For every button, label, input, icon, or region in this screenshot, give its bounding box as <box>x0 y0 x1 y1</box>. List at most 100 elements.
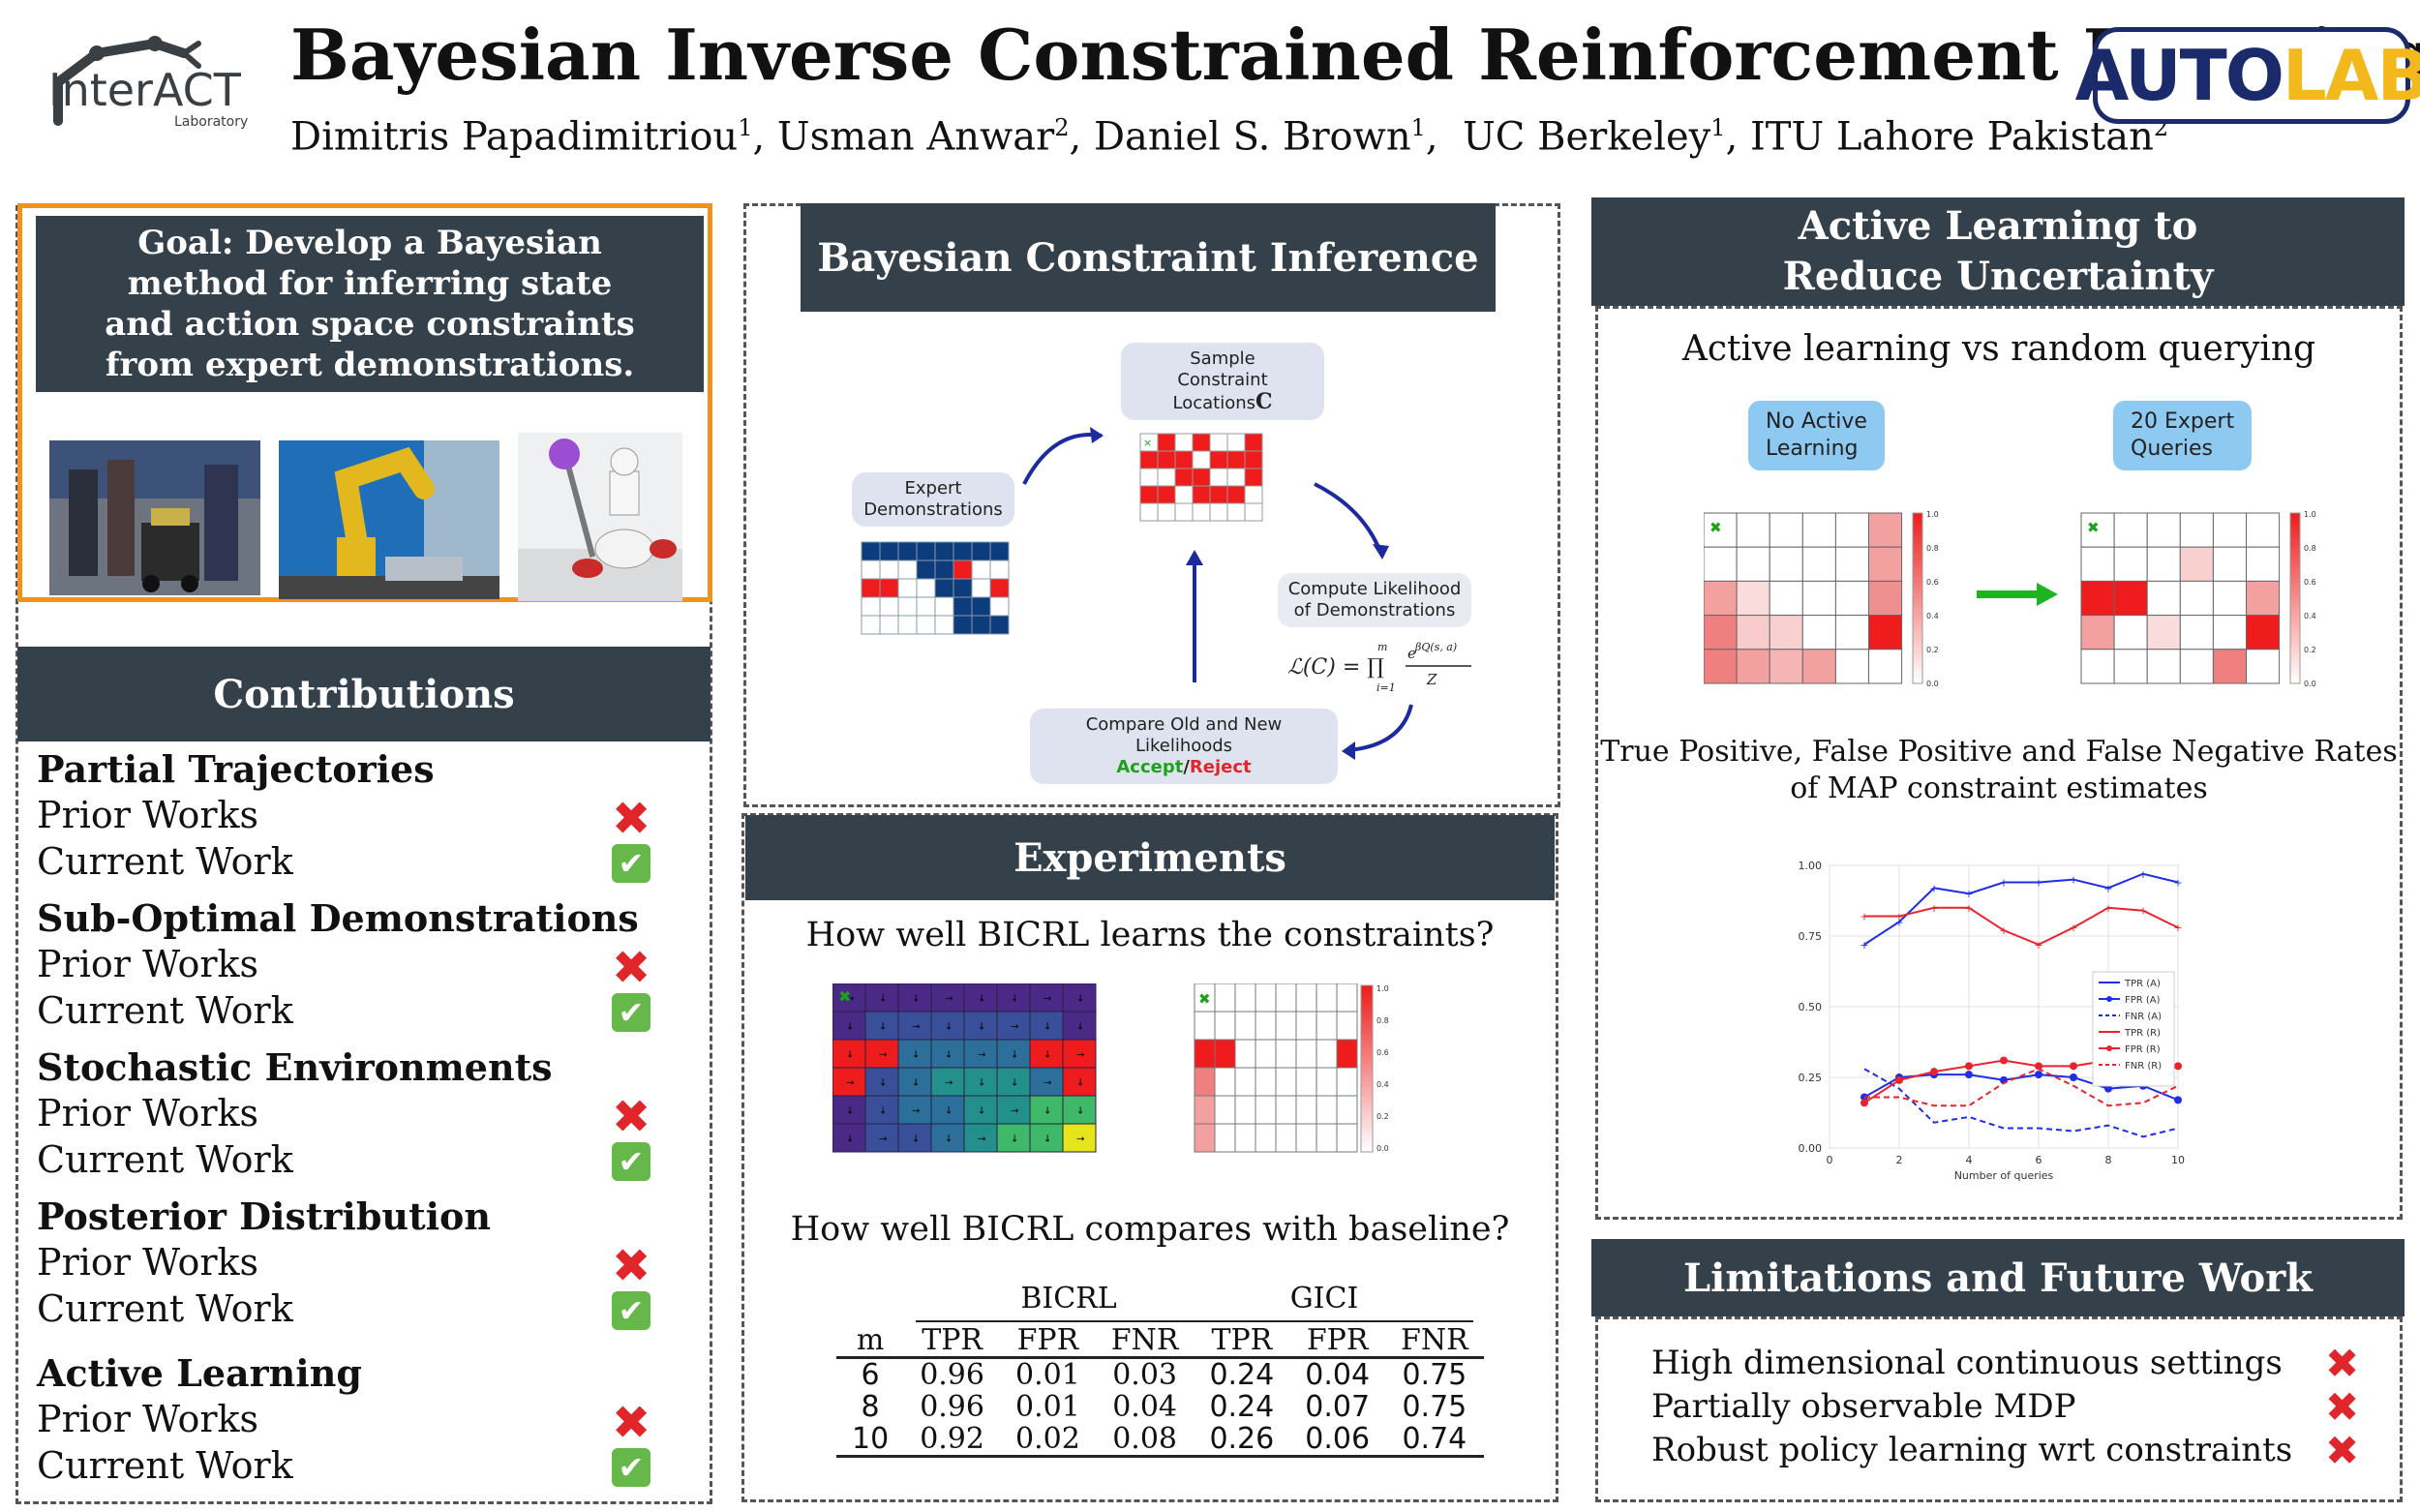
expert-grid-cell <box>897 578 918 598</box>
sample-grid-cell <box>1174 450 1194 469</box>
interact-logo: InterACT Laboratory <box>39 29 271 136</box>
colorbar-tick: 0.2 <box>2304 646 2316 654</box>
learned-map-cell <box>1316 1039 1338 1069</box>
data-point: + <box>1894 911 1903 923</box>
data-point <box>2035 1071 2042 1079</box>
results-table-wrap: BICRL GICI m TPR FPR FNR TPR FPR FNR 6 0.96 0.01 0… <box>836 1282 1484 1458</box>
policy-arrow-icon: ↓ <box>978 1106 985 1117</box>
active-map-cell <box>1801 615 1836 650</box>
policy-arrow-icon: ↓ <box>945 1050 953 1061</box>
data-point: + <box>2103 902 2112 915</box>
expert-grid-cell <box>879 559 899 580</box>
x-tick-label: 2 <box>1896 1154 1903 1166</box>
value-map-cell <box>832 1123 866 1153</box>
author-name: Dimitris Papadimitriou <box>290 114 739 160</box>
legend-entry: FPR (A) <box>2125 995 2161 1006</box>
policy-arrow-icon: → <box>1011 1022 1018 1033</box>
colorbar-tick: 1.0 <box>2304 510 2316 519</box>
policy-arrow-icon: ↓ <box>1076 994 1084 1005</box>
learned-map-cell <box>1194 1095 1216 1125</box>
value-map-cell <box>1029 1067 1064 1097</box>
active-map-cell <box>1704 546 1738 582</box>
experiments-question-1: How well BICRL learns the constraints? <box>805 916 1495 954</box>
y-tick-label: 0.50 <box>1799 1001 1823 1013</box>
policy-arrow-icon: → <box>846 1078 854 1089</box>
expert-grid-cell <box>953 578 973 598</box>
learned-map-cell <box>1316 983 1338 1013</box>
active-map-cell <box>2179 546 2214 582</box>
legend-entry: FPR (R) <box>2125 1044 2161 1055</box>
policy-arrow-icon: ↓ <box>912 1134 920 1145</box>
active-map-cell <box>2146 546 2181 582</box>
table-cell: 0.01 <box>1014 1390 1080 1424</box>
table-cell: 0.03 <box>1112 1358 1177 1392</box>
active-learning-frame <box>1595 306 2403 1220</box>
limitation-item: Robust policy learning wrt constraints <box>1651 1431 2293 1469</box>
learned-map-cell <box>1234 983 1256 1013</box>
sample-grid-cell <box>1244 450 1263 469</box>
cross-mark-icon: ✖ <box>2325 1427 2360 1474</box>
active-map-cell <box>1736 649 1770 684</box>
start-mark-icon: ✖ <box>1198 990 1211 1008</box>
active-map-cell <box>2179 649 2214 684</box>
experiment-colorbar: 1.0 0.8 0.6 0.4 0.2 0.0 <box>1360 984 1389 1153</box>
data-point: + <box>1860 939 1868 952</box>
policy-arrow-icon: ↓ <box>945 1022 953 1033</box>
limitation-item: Partially observable MDP <box>1651 1387 2076 1426</box>
table-cell: 0.96 <box>920 1390 984 1424</box>
check-mark-icon: ✔ <box>612 1448 650 1487</box>
policy-arrow-icon: → <box>1044 994 1051 1005</box>
table-cell: 0.24 <box>1209 1358 1275 1392</box>
improvement-arrow-head <box>2037 583 2058 606</box>
bicrl-group-label: BICRL <box>1020 1282 1117 1315</box>
logo-laboratory-text: Laboratory <box>174 114 249 130</box>
policy-arrow-icon: ↓ <box>846 1134 854 1145</box>
cross-mark-icon: ✖ <box>2325 1383 2360 1431</box>
expert-grid-cell <box>916 559 936 580</box>
data-point: + <box>1964 888 1973 900</box>
contribution-heading: Active Learning <box>37 1351 362 1395</box>
value-map-cell <box>963 1123 998 1153</box>
check-mark-icon: ✔ <box>612 1291 650 1330</box>
colorbar <box>2289 512 2301 684</box>
gici-underline <box>1204 1320 1473 1322</box>
series-line <box>1863 872 2179 946</box>
expert-grid-cell <box>897 559 918 580</box>
x-tick-label: 0 <box>1827 1154 1833 1166</box>
value-map-cell <box>1029 1123 1064 1153</box>
contribution-heading: Posterior Distribution <box>37 1194 492 1238</box>
arrow-sample-to-likelihood <box>1314 482 1382 553</box>
table-cell: 0.26 <box>1194 1423 1290 1458</box>
current-work-label: Current Work <box>37 1138 293 1181</box>
learned-map-cell <box>1336 1123 1358 1153</box>
x-axis-label: Number of queries <box>1954 1169 2054 1181</box>
author-name: Usman Anwar <box>776 114 1055 160</box>
y-tick-label: 1.00 <box>1799 860 1823 872</box>
expert-grid-cell <box>879 596 899 617</box>
start-mark-icon: ✖ <box>2087 519 2100 536</box>
data-point: + <box>2103 882 2112 894</box>
value-map-cell <box>1062 1067 1097 1097</box>
active-map-cell <box>1868 512 1903 548</box>
learned-map-cell <box>1234 1011 1256 1041</box>
cross-mark-icon: ✖ <box>2325 1340 2360 1387</box>
cross-mark-icon: ✖ <box>612 1239 651 1293</box>
expert-grid-cell <box>934 541 954 561</box>
expert-grid-cell <box>989 578 1010 598</box>
cross-mark-icon: ✖ <box>612 1396 651 1450</box>
series-line <box>1864 1068 2179 1107</box>
y-tick-label: 0.25 <box>1799 1072 1823 1084</box>
learned-map-cell <box>1194 1039 1216 1069</box>
expert-grid-cell <box>989 596 1010 617</box>
sample-grid-cell <box>1209 450 1228 469</box>
policy-arrow-icon: ↓ <box>846 1106 854 1117</box>
expert-demonstrations-label: Expert Demonstrations <box>852 472 1014 527</box>
table-row: 10 0.92 0.02 0.08 0.26 0.06 0.74 <box>836 1423 1484 1458</box>
expert-grid-cell <box>953 559 973 580</box>
active-learning-colorbars: 1.0 0.8 0.6 0.4 0.2 0.0 1.0 0.8 0.6 0.4 0.2 0.0 <box>1912 510 2316 688</box>
sample-grid-cell <box>1174 433 1194 452</box>
current-work-label: Current Work <box>37 1287 293 1330</box>
svg-text:m: m <box>1377 641 1387 653</box>
sample-grid-cell <box>1174 485 1194 504</box>
author-affiliation-sup: 1 <box>1710 114 1726 141</box>
